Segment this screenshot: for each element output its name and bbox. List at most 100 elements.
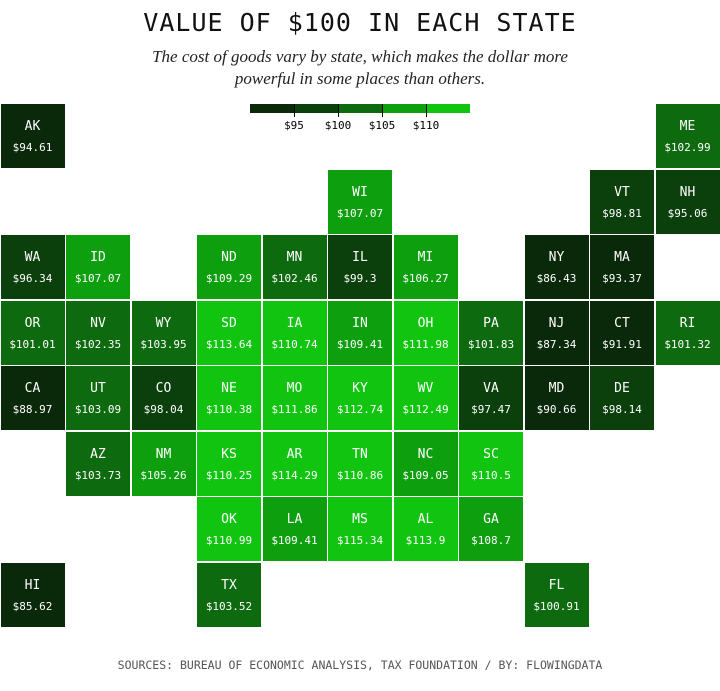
state-label: OK: [221, 512, 237, 527]
legend-swatch: [338, 104, 382, 113]
value-label: $88.97: [12, 403, 53, 416]
state-tile: IA $110.74: [262, 300, 327, 365]
state-tile: MI $106.27: [393, 235, 458, 299]
state-label: ND: [221, 250, 237, 265]
state-tile: NC $109.05: [393, 431, 458, 496]
state-label: CA: [24, 381, 41, 396]
value-label: $98.81: [602, 206, 642, 220]
state-tile: NV $102.35: [66, 300, 130, 365]
value-label: $113.64: [205, 337, 253, 351]
state-tile: TN $110.86: [328, 431, 392, 496]
state-tile: WI $107.07: [328, 169, 392, 234]
legend-tick: [338, 104, 339, 117]
state-label: CT: [614, 315, 630, 331]
state-label: ID: [90, 250, 106, 265]
value-label: $102.46: [271, 272, 318, 285]
value-label: $111.86: [271, 403, 318, 416]
value-label: $108.7: [471, 534, 511, 547]
state-tile: UT $103.09: [66, 366, 130, 430]
state-label: TN: [352, 446, 368, 462]
state-tile: CA $88.97: [0, 366, 65, 430]
value-label: $110.74: [271, 337, 318, 351]
state-tile: WV $112.49: [393, 366, 458, 430]
value-label: $107.07: [74, 272, 122, 285]
value-label: $85.62: [12, 599, 53, 613]
state-label: AL: [417, 512, 434, 527]
state-tile: AK $94.61: [0, 104, 65, 168]
state-label: NY: [548, 250, 565, 265]
value-label: $112.74: [336, 403, 384, 416]
state-tile: OR $101.01: [0, 300, 65, 365]
state-tile: GA $108.7: [459, 497, 523, 561]
value-label: $105.26: [140, 468, 187, 482]
value-label: $103.52: [205, 599, 253, 613]
state-tile: FL $100.91: [524, 562, 589, 627]
state-label: OH: [417, 315, 434, 331]
value-label: $93.37: [602, 272, 642, 285]
legend-swatch: [294, 104, 338, 113]
state-tile: CT $91.91: [590, 300, 654, 365]
value-label: $99.3: [343, 272, 377, 285]
value-label: $109.29: [205, 272, 253, 285]
state-label: NC: [417, 446, 434, 462]
state-tile: MO $111.86: [262, 366, 327, 430]
state-label: AZ: [90, 446, 106, 462]
state-tile: ID $107.07: [66, 235, 130, 299]
value-label: $110.99: [205, 534, 253, 547]
state-label: ME: [679, 119, 696, 134]
state-tile: TX $103.52: [197, 562, 261, 627]
legend-tick-label: $100: [324, 119, 352, 132]
state-tile: SC $110.5: [459, 431, 523, 496]
value-label: $107.07: [336, 206, 384, 220]
value-label: $101.83: [467, 337, 515, 351]
state-label: NE: [221, 381, 237, 396]
state-tile: IL $99.3: [328, 235, 392, 299]
state-tile: OK $110.99: [197, 497, 261, 561]
state-label: WA: [24, 250, 41, 265]
state-tile: NH $95.06: [655, 169, 720, 234]
legend-tick-label: $95: [284, 119, 304, 132]
state-tile: MA $93.37: [590, 235, 654, 299]
state-tile: HI $85.62: [0, 562, 65, 627]
state-label: MI: [417, 250, 434, 265]
state-label: WY: [155, 315, 172, 331]
legend-tick: [294, 104, 295, 117]
state-tile: CO $98.04: [131, 366, 196, 430]
value-label: $106.27: [402, 272, 449, 285]
state-label: WI: [352, 184, 368, 200]
value-label: $110.5: [471, 468, 511, 482]
state-label: IA: [286, 315, 303, 331]
state-tile: WA $96.34: [0, 235, 65, 299]
state-tile: AR $114.29: [262, 431, 327, 496]
state-label: MS: [352, 512, 368, 527]
value-label: $103.95: [140, 337, 187, 351]
legend-tick-label: $110: [412, 119, 440, 132]
value-label: $86.43: [536, 272, 577, 285]
state-label: GA: [483, 512, 499, 527]
value-label: $110.38: [205, 403, 253, 416]
state-tile: VT $98.81: [590, 169, 654, 234]
value-label: $94.61: [12, 141, 53, 154]
state-tile: SD $113.64: [197, 300, 261, 365]
state-label: MO: [286, 381, 303, 396]
value-label: $97.47: [471, 403, 511, 416]
state-label: HI: [24, 577, 41, 593]
value-label: $96.34: [12, 272, 53, 285]
legend-tick: [382, 104, 383, 117]
source: SOURCES: BUREAU OF ECONOMIC ANALYSIS, TA…: [117, 658, 603, 672]
state-tile: MS $115.34: [328, 497, 392, 561]
value-label: $98.14: [602, 403, 642, 416]
state-label: IN: [352, 315, 368, 331]
value-label: $87.34: [536, 337, 577, 351]
state-tile: PA $101.83: [459, 300, 523, 365]
legend-tick-label: $105: [368, 119, 396, 132]
value-label: $109.05: [402, 468, 449, 482]
state-label: SD: [221, 315, 237, 331]
state-label: AR: [286, 446, 303, 462]
value-label: $101.32: [664, 337, 711, 351]
state-tile: AL $113.9: [393, 497, 458, 561]
state-tile: OH $111.98: [393, 300, 458, 365]
state-label: MN: [286, 250, 303, 265]
value-label: $95.06: [667, 206, 708, 220]
state-tile: WY $103.95: [131, 300, 196, 365]
